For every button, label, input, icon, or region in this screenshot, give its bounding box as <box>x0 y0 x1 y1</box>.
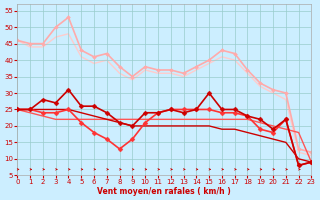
X-axis label: Vent moyen/en rafales ( km/h ): Vent moyen/en rafales ( km/h ) <box>98 187 231 196</box>
